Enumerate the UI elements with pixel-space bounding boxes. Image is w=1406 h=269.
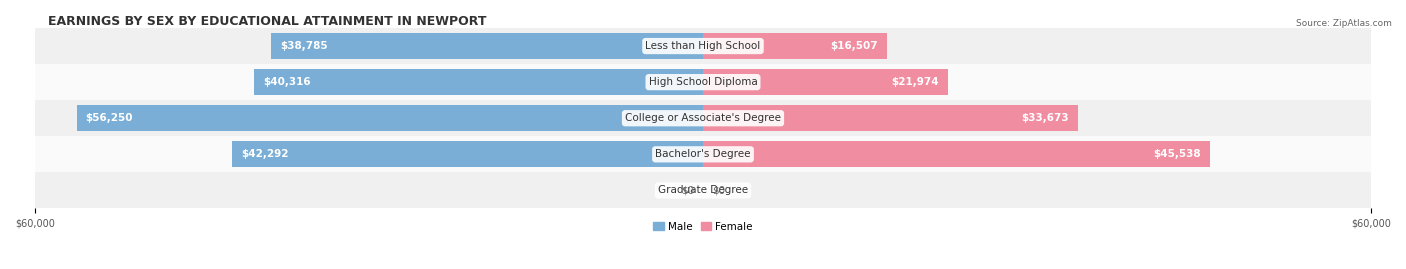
Bar — [703, 105, 1078, 131]
Text: Graduate Degree: Graduate Degree — [658, 185, 748, 195]
Text: $56,250: $56,250 — [86, 113, 134, 123]
Text: $38,785: $38,785 — [280, 41, 328, 51]
Text: $0: $0 — [681, 185, 695, 195]
Bar — [232, 141, 703, 167]
Bar — [35, 172, 1371, 208]
Bar — [703, 69, 948, 95]
Bar — [35, 64, 1371, 100]
Text: $21,974: $21,974 — [891, 77, 939, 87]
Text: Less than High School: Less than High School — [645, 41, 761, 51]
Bar — [254, 69, 703, 95]
Text: $16,507: $16,507 — [831, 41, 877, 51]
Bar — [703, 141, 1211, 167]
Bar — [703, 33, 887, 59]
Bar — [77, 105, 703, 131]
Text: $40,316: $40,316 — [263, 77, 311, 87]
Bar — [35, 100, 1371, 136]
Text: $45,538: $45,538 — [1153, 149, 1201, 159]
Bar — [35, 136, 1371, 172]
Text: $0: $0 — [711, 185, 725, 195]
Text: $42,292: $42,292 — [240, 149, 288, 159]
Bar — [271, 33, 703, 59]
Text: College or Associate's Degree: College or Associate's Degree — [626, 113, 780, 123]
Legend: Male, Female: Male, Female — [650, 217, 756, 236]
Text: High School Diploma: High School Diploma — [648, 77, 758, 87]
Bar — [35, 28, 1371, 64]
Text: EARNINGS BY SEX BY EDUCATIONAL ATTAINMENT IN NEWPORT: EARNINGS BY SEX BY EDUCATIONAL ATTAINMEN… — [48, 15, 486, 28]
Text: Bachelor's Degree: Bachelor's Degree — [655, 149, 751, 159]
Text: $33,673: $33,673 — [1021, 113, 1069, 123]
Text: Source: ZipAtlas.com: Source: ZipAtlas.com — [1296, 19, 1392, 28]
